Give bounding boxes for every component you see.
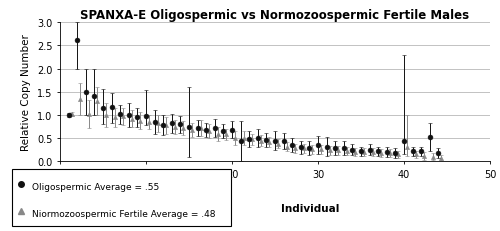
Text: Individual: Individual xyxy=(281,203,339,213)
FancyBboxPatch shape xyxy=(12,170,230,225)
Title: SPANXA-E Oligospermic vs Normozoospermic Fertile Males: SPANXA-E Oligospermic vs Normozoospermic… xyxy=(80,9,469,22)
Text: Oligospermic Average = .55: Oligospermic Average = .55 xyxy=(32,182,160,191)
Y-axis label: Relative Copy Number: Relative Copy Number xyxy=(22,34,32,151)
Text: Niormozoospermic Fertile Average = .48: Niormozoospermic Fertile Average = .48 xyxy=(32,209,216,218)
